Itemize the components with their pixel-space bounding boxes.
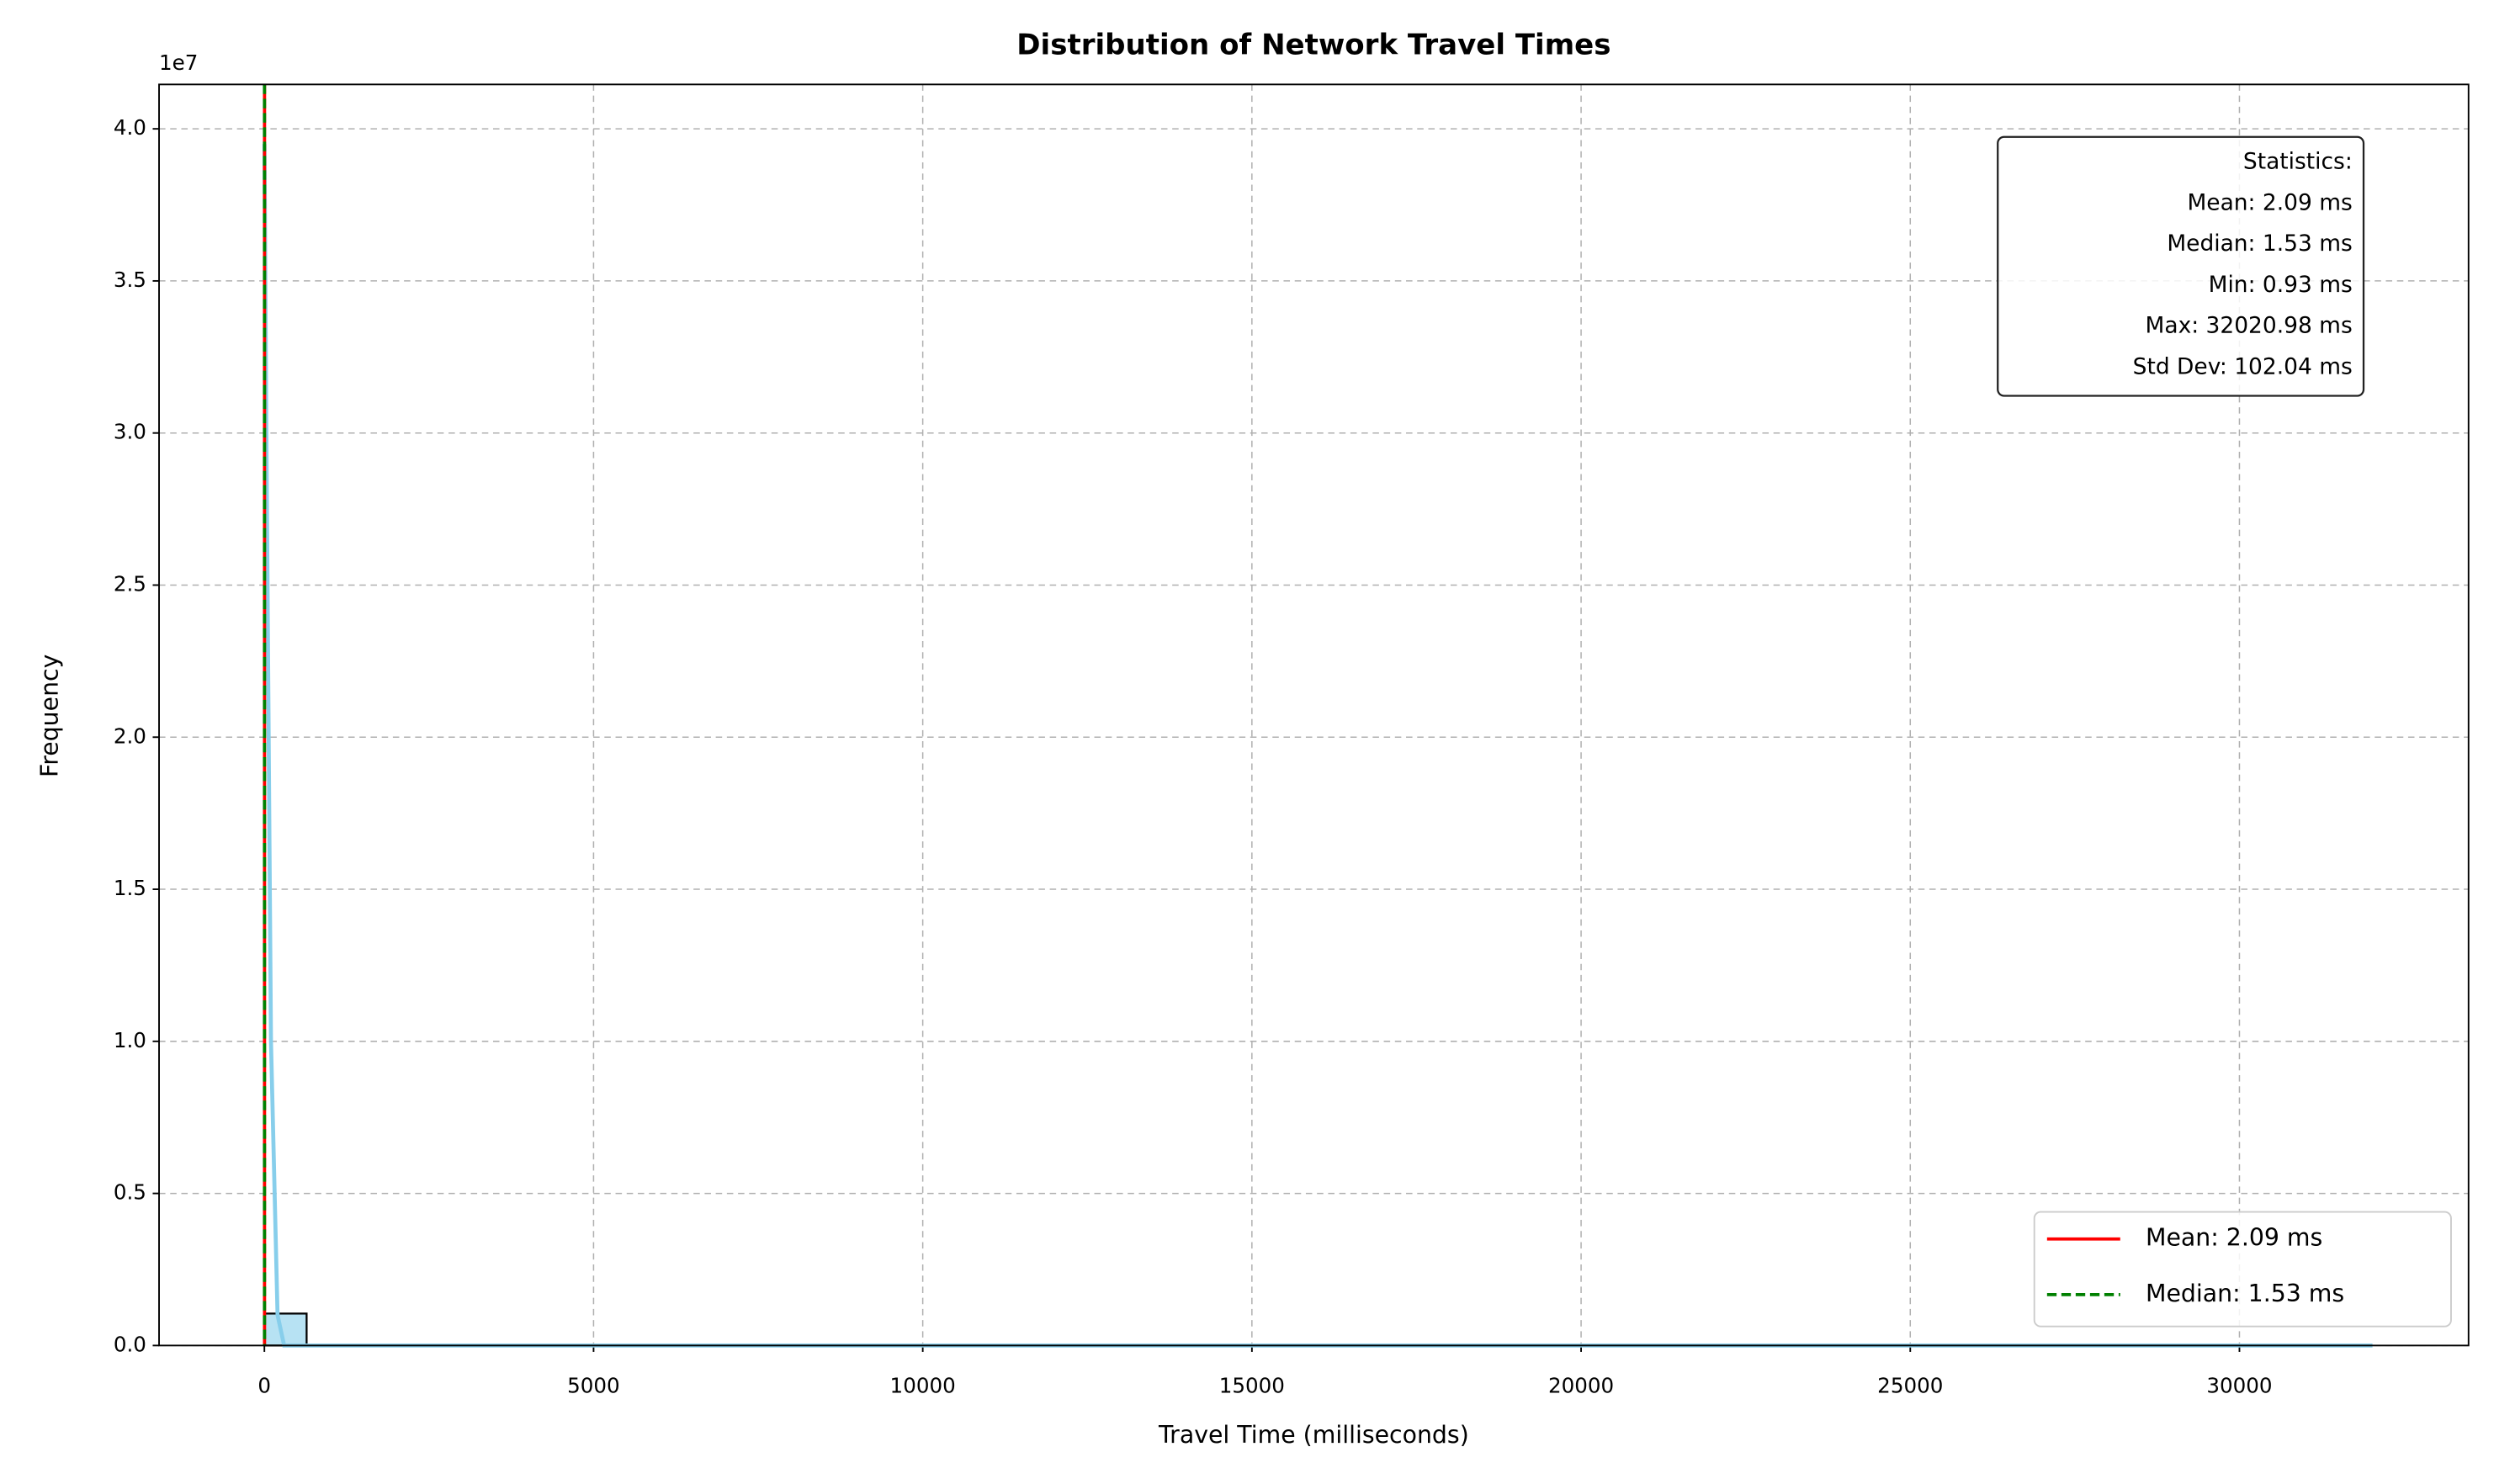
y-offset-label: 1e7: [159, 50, 198, 75]
y-tick-label: 2.5: [114, 571, 146, 596]
x-tick-label: 15000: [1219, 1374, 1285, 1398]
y-tick-label: 1.5: [114, 876, 146, 900]
stats-text: Statistics:: [2243, 148, 2353, 174]
y-tick-label: 1.0: [114, 1028, 146, 1052]
y-tick-label: 3.0: [114, 420, 146, 444]
y-tick-label: 3.5: [114, 268, 146, 292]
x-tick-label: 25000: [1877, 1374, 1943, 1398]
legend-box: [2033, 1211, 2452, 1328]
stats-text: Mean: 2.09 ms: [2187, 189, 2352, 215]
x-tick-label: 0: [257, 1374, 271, 1398]
stats-text: Median: 1.53 ms: [2167, 231, 2352, 257]
legend-label: Median: 1.53 ms: [2146, 1280, 2344, 1307]
stats-text: Max: 32020.98 ms: [2146, 313, 2353, 339]
x-tick-label: 10000: [890, 1374, 956, 1398]
x-tick-label: 5000: [567, 1374, 620, 1398]
stats-text: Std Dev: 102.04 ms: [2133, 353, 2353, 379]
chart-title: Distribution of Network Travel Times: [1016, 28, 1610, 61]
x-tick-label: 30000: [2206, 1374, 2272, 1398]
histogram-bar: [263, 1312, 308, 1347]
plot-frame: [158, 83, 2470, 1347]
y-tick-label: 0.5: [114, 1180, 146, 1205]
stats-text: Min: 0.93 ms: [2209, 272, 2353, 298]
y-tick-label: 2.0: [114, 723, 146, 748]
stats-box: [1997, 135, 2365, 397]
y-tick-label: 4.0: [114, 115, 146, 140]
y-axis-label: Frequency: [35, 655, 63, 777]
y-tick-label: 0.0: [114, 1332, 146, 1356]
legend-label: Mean: 2.09 ms: [2146, 1224, 2322, 1252]
x-axis-label: Travel Time (milliseconds): [1158, 1421, 1469, 1449]
x-tick-label: 20000: [1548, 1374, 1614, 1398]
